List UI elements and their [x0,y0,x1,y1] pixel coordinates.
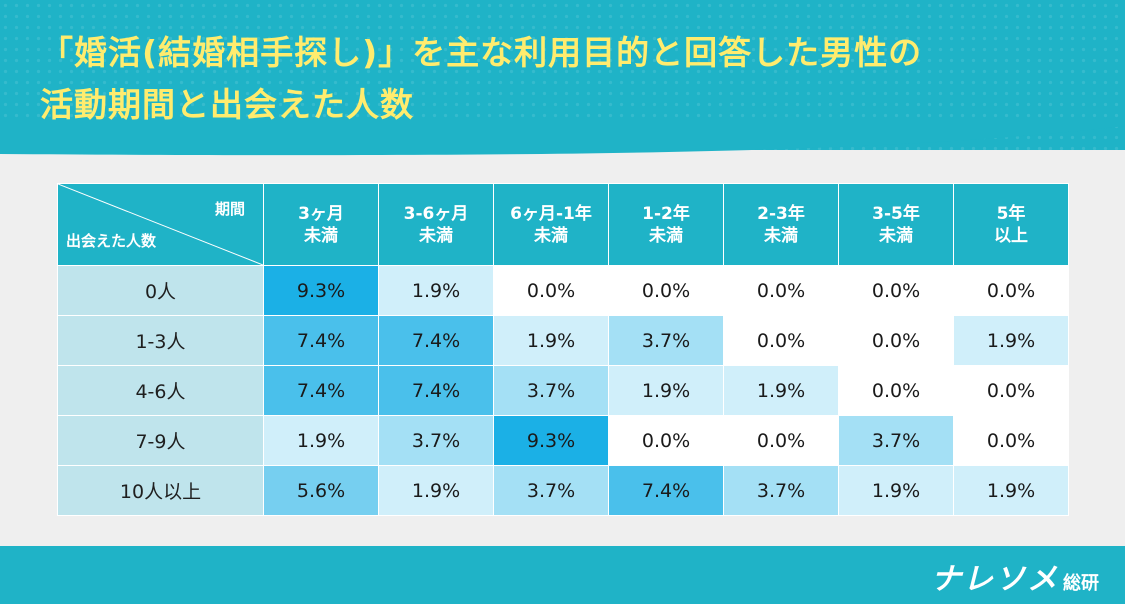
corner-header: 期間 出会えた人数 [57,183,264,266]
row-header: 10人以上 [57,465,264,516]
column-header-line-2: 以上 [994,225,1028,246]
heatmap-cell: 0.0% [723,415,839,466]
heatmap-table: 期間 出会えた人数 3ヶ月 未満 3-6ヶ月 未満 6ヶ月-1年 未満 1-2年 未満 2-3年… [57,183,1069,516]
heatmap-cell: 0.0% [953,365,1069,416]
heatmap-cell: 1.9% [493,315,609,366]
heatmap-cell: 7.4% [263,365,379,416]
column-header-line-2: 未満 [419,225,453,246]
heatmap-cell: 1.9% [378,265,494,316]
heatmap-cell: 0.0% [608,415,724,466]
heatmap-cell: 0.0% [493,265,609,316]
corner-period-label: 期間 [214,200,245,218]
column-header-line-2: 未満 [304,225,338,246]
heatmap-cell: 0.0% [838,315,954,366]
heatmap-cell: 3.7% [378,415,494,466]
table-row: 7-9人 1.9% 3.7% 9.3% 0.0% 0.0% 3.7% 0.0% [57,415,1069,466]
brand-logo: ナレソメ 総研 [931,554,1099,598]
heatmap-cell: 3.7% [608,315,724,366]
heatmap-cell: 1.9% [953,315,1069,366]
heatmap-cell: 3.7% [493,465,609,516]
footer-band [0,546,1125,604]
column-header-line-2: 未満 [879,225,913,246]
heatmap-cell: 1.9% [723,365,839,416]
heatmap-cell: 0.0% [838,365,954,416]
column-header: 3ヶ月 未満 [263,183,379,266]
heatmap-cell: 3.7% [838,415,954,466]
column-header: 3-5年 未満 [838,183,954,266]
logo-main-text: ナレソメ [931,562,1059,597]
heatmap-cell: 5.6% [263,465,379,516]
chart-title-line-1: 「婚活(結婚相手探し)」を主な利用目的と回答した男性の [40,33,923,72]
heatmap-cell: 7.4% [608,465,724,516]
heatmap-cell: 1.9% [263,415,379,466]
heatmap-cell: 0.0% [723,315,839,366]
heatmap-cell: 0.0% [723,265,839,316]
table-row: 0人 9.3% 1.9% 0.0% 0.0% 0.0% 0.0% 0.0% [57,265,1069,316]
column-header-line-1: 3ヶ月 [298,203,344,224]
column-header-line-1: 6ヶ月-1年 [510,203,592,224]
heatmap-cell: 0.0% [953,415,1069,466]
heatmap-cell: 3.7% [493,365,609,416]
heatmap-cell: 9.3% [493,415,609,466]
row-header: 7-9人 [57,415,264,466]
table-row: 10人以上 5.6% 1.9% 3.7% 7.4% 3.7% 1.9% 1.9% [57,465,1069,516]
column-header-line-2: 未満 [764,225,798,246]
column-header: 5年 以上 [953,183,1069,266]
column-header-line-1: 3-6ヶ月 [403,203,469,224]
column-header: 6ヶ月-1年 未満 [493,183,609,266]
logo-sub-text: 総研 [1063,573,1099,594]
heatmap-cell: 9.3% [263,265,379,316]
heatmap-cell: 3.7% [723,465,839,516]
row-header: 0人 [57,265,264,316]
heatmap-cell: 7.4% [263,315,379,366]
column-header: 1-2年 未満 [608,183,724,266]
table-row: 4-6人 7.4% 7.4% 3.7% 1.9% 1.9% 0.0% 0.0% [57,365,1069,416]
heatmap-cell: 7.4% [378,365,494,416]
column-header-line-1: 2-3年 [757,203,805,224]
heatmap-cell: 1.9% [378,465,494,516]
column-header-line-1: 5年 [996,203,1026,224]
column-header: 3-6ヶ月 未満 [378,183,494,266]
row-header: 4-6人 [57,365,264,416]
column-header-line-1: 1-2年 [642,203,690,224]
column-header-line-2: 未満 [649,225,683,246]
heatmap-cell: 1.9% [953,465,1069,516]
heatmap-cell: 0.0% [953,265,1069,316]
column-header-line-1: 3-5年 [872,203,920,224]
corner-count-label: 出会えた人数 [66,232,157,250]
column-header: 2-3年 未満 [723,183,839,266]
heatmap-cell: 0.0% [608,265,724,316]
header-wave [0,118,1125,156]
heatmap-cell: 1.9% [608,365,724,416]
chart-title-line-2: 活動期間と出会えた人数 [40,85,414,124]
corner-diagonal [58,184,263,265]
column-header-line-2: 未満 [534,225,568,246]
heatmap-cell: 0.0% [838,265,954,316]
heatmap-cell: 7.4% [378,315,494,366]
row-header: 1-3人 [57,315,264,366]
table-row: 1-3人 7.4% 7.4% 1.9% 3.7% 0.0% 0.0% 1.9% [57,315,1069,366]
heatmap-cell: 1.9% [838,465,954,516]
